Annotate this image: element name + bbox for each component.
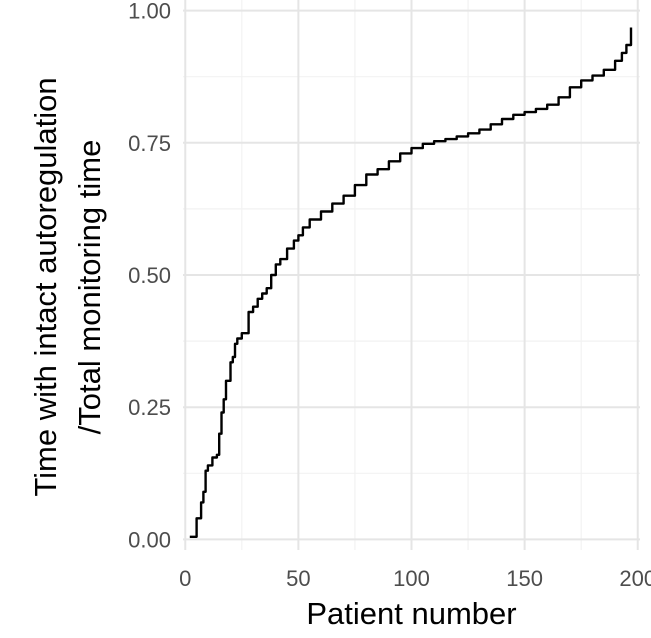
- series-layer: [189, 27, 633, 538]
- y-axis-title: Time with intact autoregulation /Total m…: [28, 77, 107, 496]
- x-tick-labels: 0 50 100 150 200: [179, 566, 651, 591]
- x-tick-label: 150: [506, 566, 543, 591]
- y-tick-label: 1.00: [128, 0, 171, 24]
- major-gridlines: [183, 0, 640, 550]
- y-tick-label: 0.75: [128, 131, 171, 156]
- y-axis-title-line-2: /Total monitoring time: [72, 140, 107, 435]
- x-axis-title: Patient number: [306, 596, 516, 631]
- x-tick-label: 0: [179, 566, 191, 591]
- y-tick-label: 0.25: [128, 395, 171, 420]
- x-tick-label: 200: [619, 566, 651, 591]
- y-axis-title-line-1: Time with intact autoregulation: [28, 77, 63, 496]
- x-tick-label: 100: [393, 566, 430, 591]
- x-tick-label: 50: [286, 566, 310, 591]
- series-line: [189, 27, 633, 538]
- y-tick-label: 0.50: [128, 263, 171, 288]
- y-tick-labels: 0.00 0.25 0.50 0.75 1.00: [128, 0, 171, 552]
- y-tick-label: 0.00: [128, 527, 171, 552]
